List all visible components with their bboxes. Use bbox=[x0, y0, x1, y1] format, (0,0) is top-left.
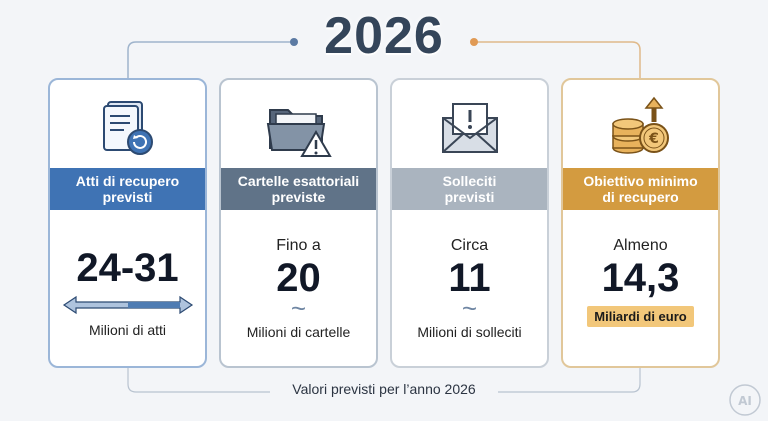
footer-caption: Valori previsti per l’anno 2026 bbox=[292, 381, 476, 397]
document-refresh-icon bbox=[50, 88, 205, 168]
card-header: Atti di recupero previsti bbox=[50, 168, 205, 210]
card-body: Circa 11 ~ Milioni di solleciti bbox=[392, 210, 547, 366]
card-title-line2: previsti bbox=[444, 189, 495, 205]
card-value: 11 bbox=[448, 256, 491, 300]
card-value: 14,3 bbox=[601, 256, 680, 300]
card-unit: Milioni di solleciti bbox=[417, 324, 522, 340]
card-unit: Milioni di cartelle bbox=[246, 324, 351, 340]
watermark-label: AI bbox=[738, 394, 752, 408]
card-unit-highlight: Miliardi di euro bbox=[587, 306, 694, 327]
card-body: Fino a 20 ~ Milioni di cartelle bbox=[221, 210, 376, 366]
double-arrow-icon bbox=[62, 295, 193, 315]
card-title-line1: Obiettivo minimo bbox=[583, 173, 698, 189]
card-title-line1: Solleciti bbox=[442, 173, 497, 189]
card-body: 24-31 Milioni di atti bbox=[50, 210, 205, 366]
card-recovery-acts: Atti di recupero previsti 24-31 Milioni … bbox=[48, 78, 207, 368]
coins-euro-up-icon: € bbox=[563, 88, 718, 168]
envelope-alert-icon bbox=[392, 88, 547, 168]
card-unit: Milioni di atti bbox=[88, 322, 167, 338]
year-title: 2026 bbox=[324, 7, 444, 65]
card-header: Solleciti previsti bbox=[392, 168, 547, 210]
card-tax-bills: Cartelle esattoriali previste Fino a 20 … bbox=[219, 78, 378, 368]
card-value: 24-31 bbox=[76, 246, 179, 290]
card-title-line2: previsti bbox=[102, 189, 153, 205]
card-prefix: Almeno bbox=[613, 237, 668, 254]
card-header: Obiettivo minimo di recupero bbox=[563, 168, 718, 210]
card-reminders: Solleciti previsti Circa 11 ~ Milioni di… bbox=[390, 78, 549, 368]
card-title-line2: di recupero bbox=[602, 189, 679, 205]
svg-text:€: € bbox=[648, 131, 659, 147]
tilde-icon: ~ bbox=[461, 293, 478, 323]
card-prefix: Fino a bbox=[276, 237, 321, 254]
ai-watermark: AI bbox=[728, 383, 762, 417]
card-header: Cartelle esattoriali previste bbox=[221, 168, 376, 210]
card-prefix: Circa bbox=[450, 237, 489, 254]
folder-warning-icon bbox=[221, 88, 376, 168]
card-title-line2: previste bbox=[271, 189, 326, 205]
card-title-line1: Atti di recupero bbox=[75, 173, 180, 189]
card-value: 20 bbox=[276, 256, 321, 300]
card-title-line1: Cartelle esattoriali bbox=[237, 173, 360, 189]
card-recovery-target: € Obiettivo minimo di recupero Almeno 14… bbox=[561, 78, 720, 368]
card-body: Almeno 14,3 Miliardi di euro bbox=[563, 210, 718, 366]
tilde-icon: ~ bbox=[290, 293, 307, 323]
